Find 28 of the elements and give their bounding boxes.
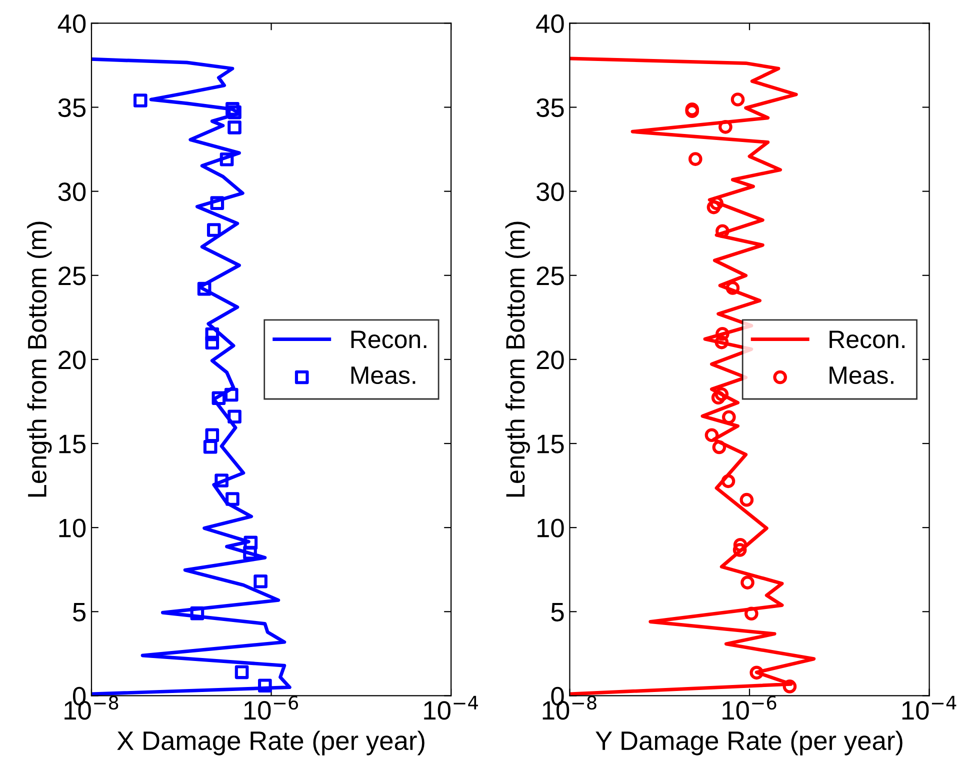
legend-label: Meas. — [830, 366, 894, 384]
x-tick-label: 10$^{−6}$ — [244, 696, 298, 720]
x-tick-label: 10$^{−6}$ — [722, 696, 776, 720]
y-tick-label: 30 — [58, 182, 86, 202]
y-axis-title: Length from Bottom (m) — [27, 222, 52, 497]
x-axis-title: X Damage Rate (per year) — [117, 730, 424, 756]
legend-label: Recon. — [351, 330, 426, 348]
y-tick-label: 20 — [536, 350, 564, 370]
x-tick-label: 10$^{−4}$ — [902, 696, 956, 720]
y-tick-label: 25 — [536, 266, 564, 286]
y-tick-label: 5 — [551, 603, 564, 622]
x-axis-title: Y Damage Rate (per year) — [596, 730, 902, 756]
y-tick-label: 30 — [536, 182, 564, 202]
y-tick-label: 35 — [58, 98, 86, 118]
y-tick-label: 15 — [59, 434, 86, 454]
y-tick-label: 35 — [536, 98, 564, 118]
y-tick-label: 25 — [58, 266, 86, 286]
y-tick-label: 15 — [538, 434, 564, 454]
y-tick-label: 5 — [73, 603, 86, 622]
legend-label: Recon. — [830, 330, 905, 348]
y-tick-label: 20 — [58, 350, 86, 370]
y-tick-label: 40 — [536, 14, 564, 34]
y-tick-label: 40 — [58, 14, 86, 34]
y-axis-title: Length from Bottom (m) — [505, 222, 530, 497]
y-tick-label: 10 — [59, 518, 86, 538]
y-tick-label: 10 — [538, 518, 564, 538]
legend-label: Meas. — [351, 366, 416, 384]
x-tick-label: 10$^{−4}$ — [424, 696, 478, 720]
